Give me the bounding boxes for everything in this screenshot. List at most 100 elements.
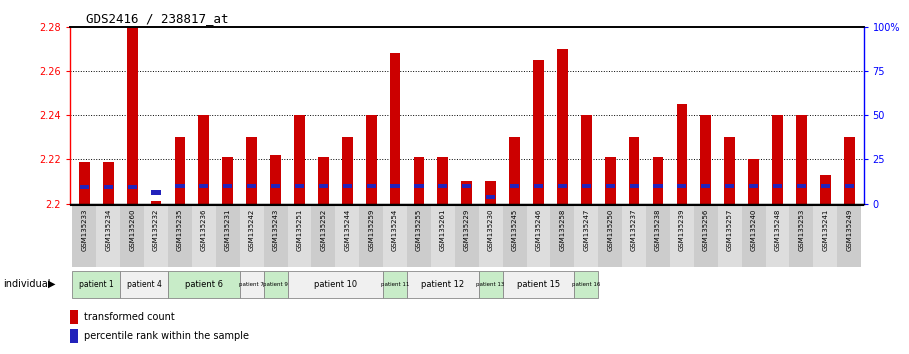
Text: GDS2416 / 238817_at: GDS2416 / 238817_at bbox=[85, 12, 228, 25]
Bar bbox=[431, 205, 454, 267]
Bar bbox=[701, 184, 710, 188]
Bar bbox=[342, 137, 353, 204]
Bar bbox=[126, 22, 137, 204]
Bar bbox=[359, 205, 383, 267]
Text: GSM135245: GSM135245 bbox=[512, 209, 517, 251]
Text: GSM135230: GSM135230 bbox=[487, 209, 494, 251]
Text: GSM135231: GSM135231 bbox=[225, 209, 231, 251]
Text: patient 4: patient 4 bbox=[126, 280, 162, 289]
Bar bbox=[670, 205, 694, 267]
Bar bbox=[73, 205, 96, 267]
Bar bbox=[773, 184, 782, 188]
Bar bbox=[319, 184, 328, 188]
Bar bbox=[438, 184, 447, 188]
Bar bbox=[247, 184, 256, 188]
Bar bbox=[510, 184, 519, 188]
Text: GSM135239: GSM135239 bbox=[679, 209, 684, 251]
Bar bbox=[390, 53, 401, 204]
Bar bbox=[605, 184, 614, 188]
Bar bbox=[653, 157, 664, 204]
Bar bbox=[152, 190, 161, 195]
Text: GSM135259: GSM135259 bbox=[368, 209, 375, 251]
Bar bbox=[598, 205, 622, 267]
Text: GSM135258: GSM135258 bbox=[559, 209, 565, 251]
Bar bbox=[199, 184, 208, 188]
Text: patient 1: patient 1 bbox=[79, 280, 114, 289]
Bar bbox=[486, 195, 495, 199]
Bar bbox=[192, 205, 215, 267]
Text: GSM135253: GSM135253 bbox=[798, 209, 804, 251]
Text: patient 13: patient 13 bbox=[476, 281, 504, 287]
Bar bbox=[551, 205, 574, 267]
Text: GSM135250: GSM135250 bbox=[607, 209, 614, 251]
Bar bbox=[287, 270, 383, 298]
Bar bbox=[295, 184, 304, 188]
Bar bbox=[271, 184, 280, 188]
Bar bbox=[264, 205, 287, 267]
Bar bbox=[581, 115, 592, 204]
Bar bbox=[407, 205, 431, 267]
Text: GSM135234: GSM135234 bbox=[105, 209, 111, 251]
Bar bbox=[224, 184, 233, 188]
Bar bbox=[654, 184, 663, 188]
Text: GSM135248: GSM135248 bbox=[774, 209, 781, 251]
Text: patient 15: patient 15 bbox=[517, 280, 560, 289]
Text: GSM135236: GSM135236 bbox=[201, 209, 207, 251]
Text: percentile rank within the sample: percentile rank within the sample bbox=[85, 331, 249, 341]
Bar bbox=[533, 60, 544, 204]
Bar bbox=[797, 184, 806, 188]
Bar bbox=[582, 184, 591, 188]
Bar bbox=[246, 137, 257, 204]
Bar bbox=[462, 182, 472, 204]
Bar bbox=[677, 184, 686, 188]
Bar bbox=[503, 205, 526, 267]
Text: GSM135240: GSM135240 bbox=[751, 209, 756, 251]
Bar bbox=[223, 157, 233, 204]
Bar bbox=[462, 184, 472, 188]
Bar bbox=[837, 205, 861, 267]
Text: patient 16: patient 16 bbox=[572, 281, 601, 287]
Bar bbox=[414, 157, 425, 204]
Bar bbox=[287, 205, 312, 267]
Text: GSM135237: GSM135237 bbox=[631, 209, 637, 251]
Text: individual: individual bbox=[3, 279, 50, 289]
Text: GSM135244: GSM135244 bbox=[345, 209, 350, 251]
Text: GSM135261: GSM135261 bbox=[440, 209, 446, 251]
Bar bbox=[335, 205, 359, 267]
Bar bbox=[844, 184, 854, 188]
Bar bbox=[574, 205, 598, 267]
Bar bbox=[318, 157, 329, 204]
Bar bbox=[70, 310, 78, 324]
Bar bbox=[814, 205, 837, 267]
Bar bbox=[630, 184, 639, 188]
Bar bbox=[479, 270, 503, 298]
Text: patient 11: patient 11 bbox=[381, 281, 409, 287]
Bar bbox=[694, 205, 718, 267]
Text: GSM135246: GSM135246 bbox=[535, 209, 542, 251]
Text: GSM135256: GSM135256 bbox=[703, 209, 709, 251]
Text: GSM135260: GSM135260 bbox=[129, 209, 135, 251]
Bar bbox=[264, 270, 287, 298]
Bar bbox=[796, 115, 807, 204]
Text: transformed count: transformed count bbox=[85, 312, 175, 322]
Bar bbox=[765, 205, 789, 267]
Bar bbox=[509, 137, 520, 204]
Bar bbox=[534, 184, 543, 188]
Text: GSM135252: GSM135252 bbox=[320, 209, 326, 251]
Text: GSM135247: GSM135247 bbox=[584, 209, 589, 251]
Text: GSM135257: GSM135257 bbox=[726, 209, 733, 251]
Text: patient 12: patient 12 bbox=[421, 280, 464, 289]
Bar bbox=[168, 205, 192, 267]
Bar bbox=[145, 205, 168, 267]
Bar bbox=[629, 137, 639, 204]
Bar bbox=[789, 205, 814, 267]
Text: GSM135232: GSM135232 bbox=[153, 209, 159, 251]
Bar bbox=[312, 205, 335, 267]
Text: GSM135229: GSM135229 bbox=[464, 209, 470, 251]
Text: patient 9: patient 9 bbox=[263, 281, 288, 287]
Bar bbox=[103, 161, 114, 204]
Text: GSM135251: GSM135251 bbox=[296, 209, 303, 251]
Text: GSM135243: GSM135243 bbox=[273, 209, 278, 251]
Bar bbox=[70, 329, 78, 343]
Bar bbox=[503, 270, 574, 298]
